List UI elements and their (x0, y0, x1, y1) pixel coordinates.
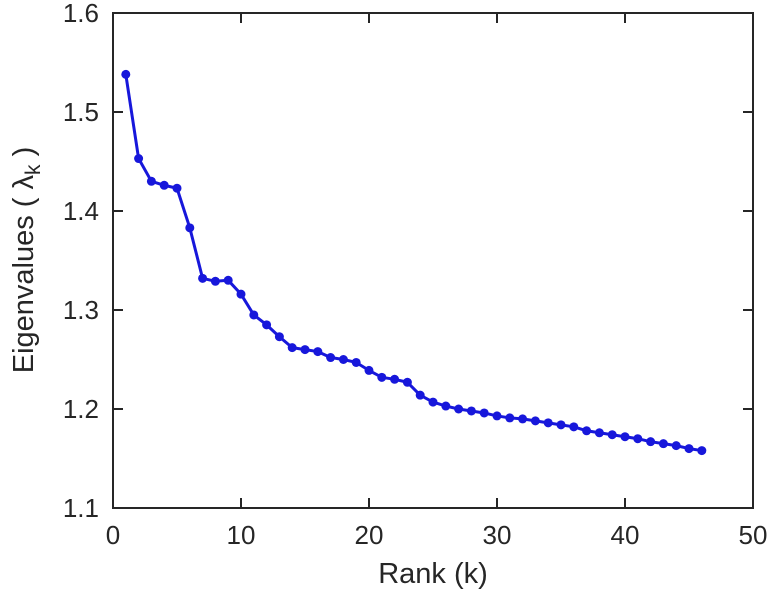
axes-box (112, 12, 754, 509)
y-tick-label: 1.4 (63, 196, 99, 226)
data-point-marker (646, 437, 656, 447)
x-tick-label: 40 (611, 520, 640, 550)
data-point-marker (505, 413, 515, 423)
y-tick-label: 1.3 (63, 295, 99, 325)
data-point-marker (134, 154, 144, 164)
data-point-marker (543, 418, 553, 428)
data-point-marker (530, 416, 540, 426)
y-tick-label: 1.6 (63, 0, 99, 28)
y-axis-label: Eigenvalues ( λk ) (8, 147, 45, 374)
data-point-marker (607, 430, 617, 440)
data-point-marker (377, 372, 387, 382)
data-point-marker (287, 343, 297, 353)
data-point-marker (210, 276, 220, 286)
data-point-marker (594, 428, 604, 438)
data-point-marker (633, 434, 643, 444)
data-point-marker (300, 345, 310, 355)
data-point-marker (454, 404, 464, 414)
data-point-marker (441, 401, 451, 411)
data-point-marker (313, 347, 323, 357)
data-point-marker (684, 444, 694, 454)
data-point-marker (185, 223, 195, 233)
x-tick-label: 20 (355, 520, 384, 550)
data-point-marker (249, 310, 259, 320)
data-point-marker (518, 414, 528, 424)
data-point-marker (172, 183, 182, 193)
data-point-marker (415, 390, 425, 400)
data-point-marker (582, 426, 592, 436)
y-tick-label: 1.1 (63, 493, 99, 523)
data-point-marker (146, 176, 156, 186)
y-tick-label: 1.2 (63, 394, 99, 424)
data-point-marker (697, 446, 707, 456)
data-point-marker (326, 353, 336, 363)
data-point-marker (556, 420, 566, 430)
data-point-marker (274, 332, 284, 342)
data-point-marker (569, 422, 579, 432)
data-point-marker (466, 406, 476, 416)
data-point-marker (198, 273, 208, 283)
eigenvalue-line (124, 72, 704, 453)
y-axis-label-suffix: ) (8, 147, 40, 165)
data-point-marker (223, 275, 233, 285)
x-tick-label: 0 (106, 520, 120, 550)
data-point-marker (236, 289, 246, 299)
x-tick-label: 50 (739, 520, 768, 550)
data-point-marker (390, 374, 400, 384)
x-tick-label: 10 (227, 520, 256, 550)
data-point-marker (338, 355, 348, 364)
data-point-marker (262, 320, 272, 330)
x-tick-label: 30 (483, 520, 512, 550)
y-axis-label-subscript: k (22, 164, 45, 175)
data-point-marker (364, 365, 374, 375)
plot-area: 0 10 20 30 40 50 1.1 1.2 1.3 1.4 1.5 1.6 (63, 0, 768, 550)
y-tick-label: 1.5 (63, 97, 99, 127)
data-point-marker (351, 357, 361, 367)
data-point-marker (428, 397, 438, 407)
data-point-marker (658, 439, 668, 449)
y-axis-label-prefix: Eigenvalues ( λ (8, 174, 40, 373)
data-point-marker (620, 432, 630, 442)
x-axis-label: Rank (k) (378, 558, 488, 590)
data-point-marker (159, 180, 169, 190)
data-point-marker (402, 377, 412, 387)
data-point-marker (671, 441, 681, 451)
data-point-marker (492, 411, 502, 421)
data-point-marker (121, 69, 131, 79)
data-point-marker (479, 408, 489, 418)
